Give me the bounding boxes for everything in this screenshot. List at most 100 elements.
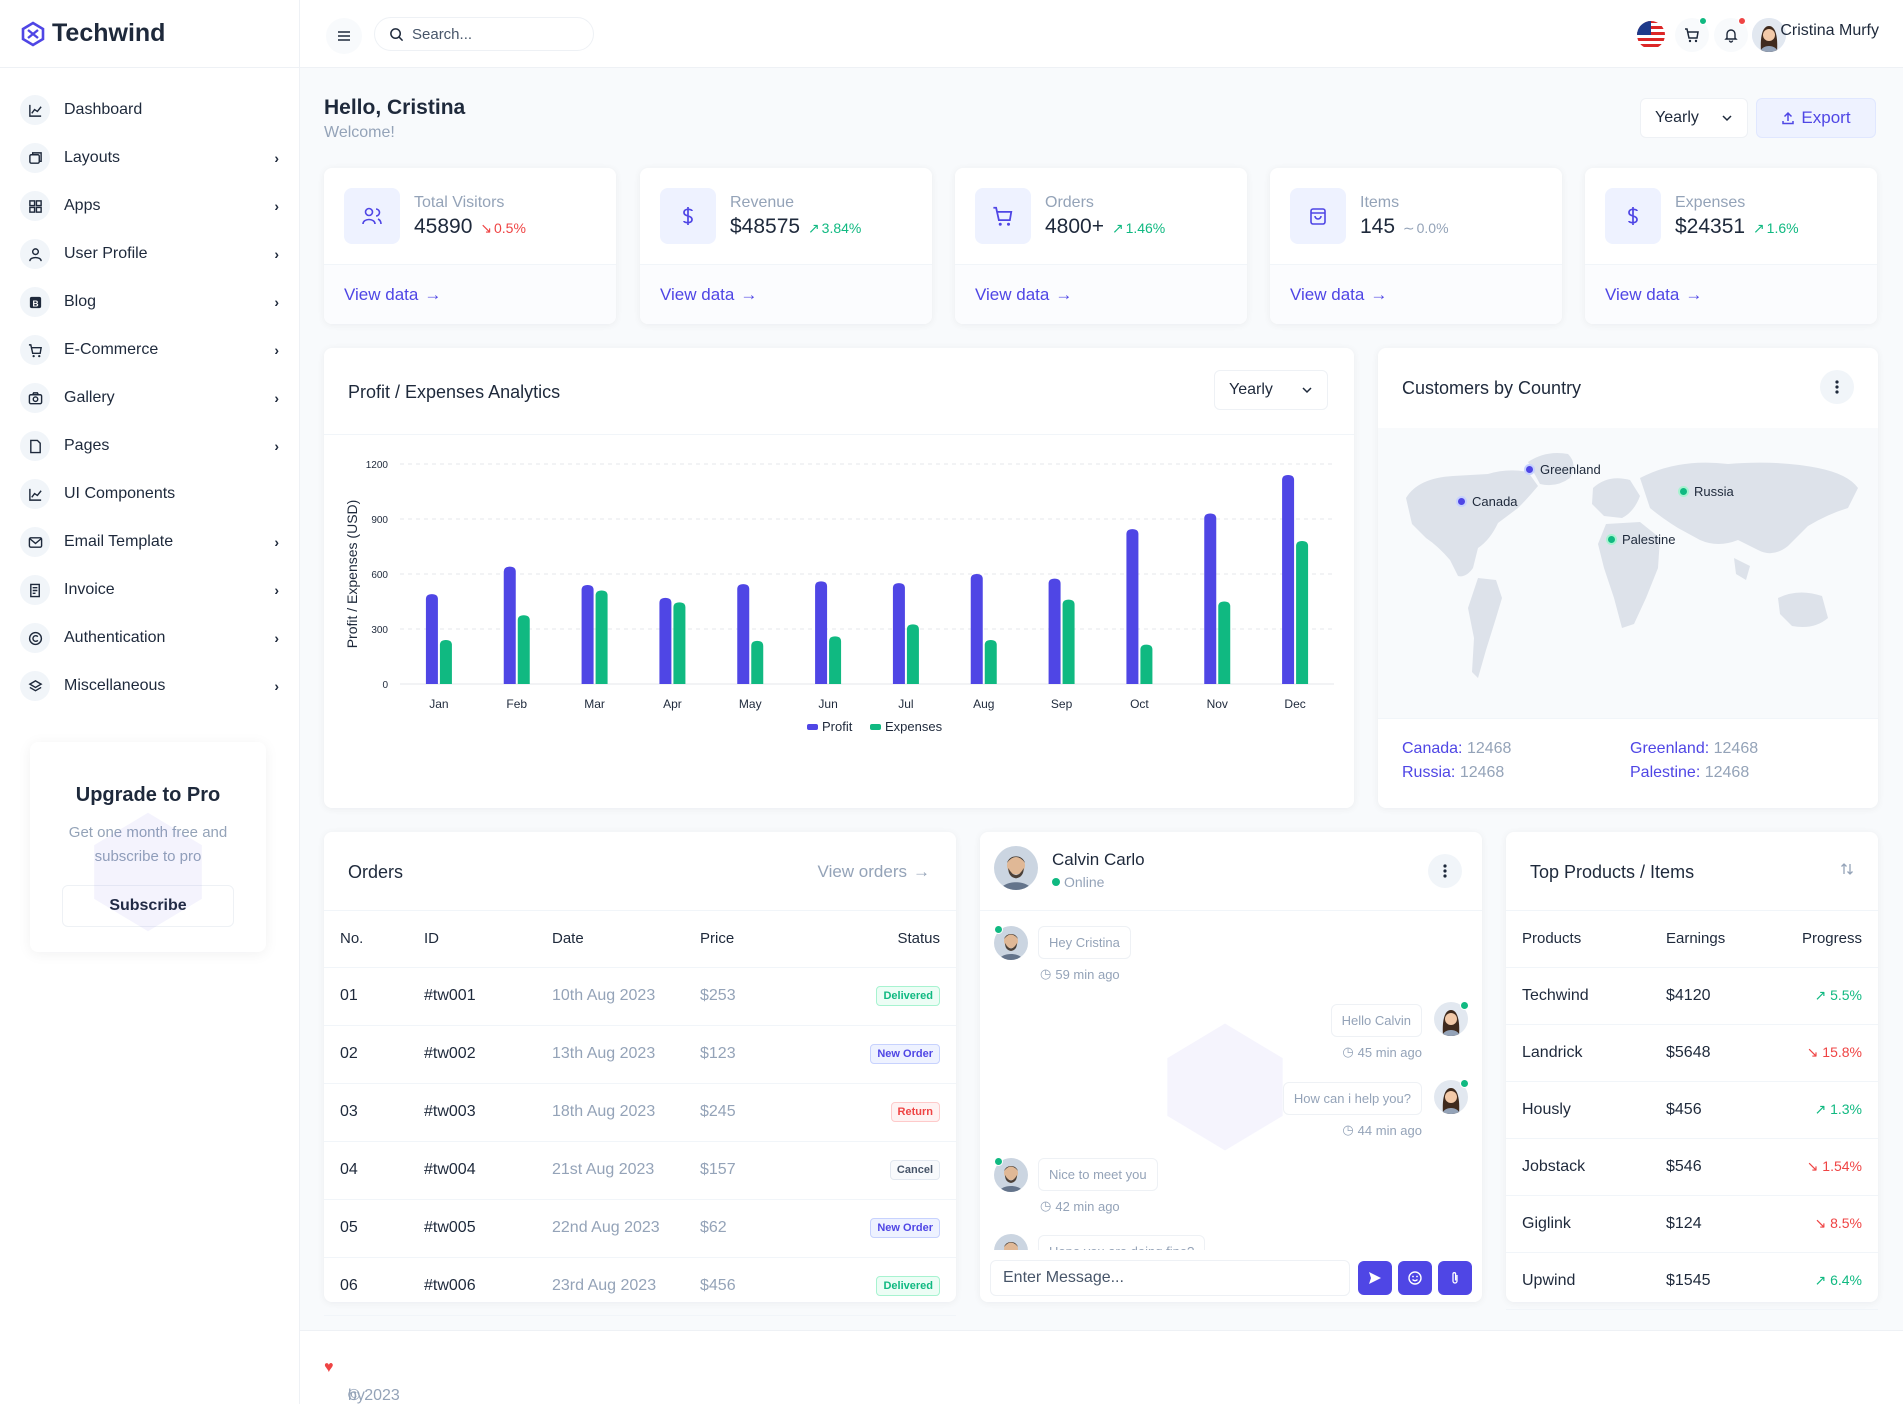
customers-title: Customers by Country bbox=[1402, 378, 1582, 398]
message-time-text: 44 min ago bbox=[1357, 1122, 1422, 1138]
table-row[interactable]: Giglink $124 ↘ 8.5% bbox=[1506, 1195, 1878, 1253]
view-data-link[interactable]: View data → bbox=[324, 264, 616, 324]
table-row[interactable]: 01 #tw001 10th Aug 2023 $253 Delivered bbox=[324, 967, 956, 1026]
map-pin-russia[interactable]: Russia bbox=[1678, 484, 1734, 499]
avatar[interactable] bbox=[1752, 18, 1786, 52]
mail-icon bbox=[20, 527, 50, 557]
orders-card: Orders View orders → No. ID Date Price St… bbox=[324, 832, 956, 1316]
online-dot bbox=[994, 1157, 1003, 1166]
map-pin-palestine[interactable]: Palestine bbox=[1606, 532, 1675, 547]
cart-button[interactable] bbox=[1675, 17, 1709, 52]
sort-arrows-icon bbox=[1840, 862, 1854, 876]
period-select-value: Yearly bbox=[1229, 381, 1273, 398]
view-data-link[interactable]: View data → bbox=[1270, 264, 1562, 324]
period-select[interactable]: Yearly bbox=[1640, 98, 1748, 138]
map-pin-greenland[interactable]: Greenland bbox=[1524, 462, 1601, 477]
notifications-button[interactable] bbox=[1714, 17, 1748, 52]
table-row[interactable]: 05 #tw005 22nd Aug 2023 $62 New Order bbox=[324, 1199, 956, 1258]
customers-card: Customers by Country Greenland Canada Ru… bbox=[1378, 348, 1878, 808]
attach-button[interactable] bbox=[1438, 1261, 1472, 1295]
table-row[interactable]: Techwind $4120 ↗ 5.5% bbox=[1506, 967, 1878, 1025]
view-data-link[interactable]: View data → bbox=[955, 264, 1247, 324]
sidebar-item-dashboard[interactable]: Dashboard bbox=[0, 86, 299, 134]
orders-table: No. ID Date Price Status 01 #tw001 10th Au… bbox=[324, 911, 956, 1316]
subscribe-button[interactable]: Subscribe bbox=[62, 885, 234, 927]
bar-expenses bbox=[751, 640, 764, 684]
analytics-period-select[interactable]: Yearly bbox=[1214, 370, 1328, 410]
arrow-right-icon: → bbox=[740, 284, 758, 304]
stat-change: 3.84% bbox=[821, 219, 862, 236]
send-button[interactable] bbox=[1358, 1261, 1392, 1295]
emoji-button[interactable] bbox=[1398, 1261, 1432, 1295]
table-row[interactable]: Upwind $1545 ↗ 6.4% bbox=[1506, 1252, 1878, 1310]
country-value: 12468 bbox=[1704, 764, 1750, 781]
sidebar-item-layouts[interactable]: Layouts › bbox=[0, 134, 299, 182]
user-icon bbox=[20, 239, 50, 269]
product-earnings: $546 bbox=[1666, 1138, 1776, 1196]
stat-change: 0.5% bbox=[493, 219, 526, 236]
chevron-right-icon: › bbox=[274, 630, 279, 646]
language-flag-button[interactable] bbox=[1634, 18, 1668, 52]
sidebar-item-gallery[interactable]: Gallery › bbox=[0, 374, 299, 422]
export-button[interactable]: Export bbox=[1756, 98, 1876, 138]
table-row[interactable]: Landrick $5648 ↘ 15.8% bbox=[1506, 1024, 1878, 1082]
table-row[interactable]: Hously $456 ↗ 1.3% bbox=[1506, 1081, 1878, 1139]
user-name[interactable]: Cristina Murfy bbox=[1780, 22, 1879, 39]
stat-card-expenses: Expenses $24351 ↗ 1.6% View data → bbox=[1585, 168, 1877, 324]
order-no: 03 bbox=[324, 1083, 424, 1142]
export-label: Export bbox=[1801, 108, 1851, 127]
table-row[interactable]: Jobstack $546 ↘ 1.54% bbox=[1506, 1138, 1878, 1196]
table-row[interactable]: 04 #tw004 21st Aug 2023 $157 Cancel bbox=[324, 1141, 956, 1200]
search-input[interactable] bbox=[412, 25, 572, 43]
sort-button[interactable] bbox=[1840, 862, 1854, 876]
sidebar-item-authentication[interactable]: Authentication › bbox=[0, 614, 299, 662]
users-icon bbox=[344, 188, 400, 244]
footer-credit[interactable]: by Shreethemes. bbox=[348, 1387, 365, 1404]
message-time: ◷ 44 min ago bbox=[1342, 1122, 1422, 1138]
bar-profit bbox=[425, 594, 438, 684]
message-input[interactable] bbox=[990, 1260, 1350, 1296]
product-progress: 6.4% bbox=[1830, 1272, 1862, 1288]
chat-options-button[interactable] bbox=[1428, 854, 1462, 888]
sidebar-item-apps[interactable]: Apps › bbox=[0, 182, 299, 230]
sidebar-item-blog[interactable]: B Blog › bbox=[0, 278, 299, 326]
sidebar-item-user-profile[interactable]: User Profile › bbox=[0, 230, 299, 278]
x-tick-label: Jun bbox=[818, 697, 837, 711]
country-name: Canada: bbox=[1402, 740, 1463, 757]
menu-toggle-button[interactable] bbox=[326, 18, 362, 54]
brand-logo[interactable]: Techwind bbox=[0, 0, 299, 68]
bar-expenses bbox=[1218, 601, 1231, 684]
chevron-right-icon: › bbox=[274, 438, 279, 454]
x-tick-label: Dec bbox=[1284, 697, 1305, 711]
invoice-icon bbox=[20, 575, 50, 605]
bar-expenses bbox=[829, 636, 842, 684]
sidebar-item-miscellaneous[interactable]: Miscellaneous › bbox=[0, 662, 299, 710]
pin-label: Russia bbox=[1694, 484, 1734, 499]
view-data-link[interactable]: View data → bbox=[1585, 264, 1877, 324]
us-flag-icon bbox=[1636, 20, 1666, 50]
trend-down-icon: ↘ bbox=[480, 219, 492, 236]
table-row[interactable]: 02 #tw002 13th Aug 2023 $123 New Order bbox=[324, 1025, 956, 1084]
sidebar-item-pages[interactable]: Pages › bbox=[0, 422, 299, 470]
online-dot bbox=[1052, 878, 1060, 886]
sidebar-item-email-template[interactable]: Email Template › bbox=[0, 518, 299, 566]
divider bbox=[1506, 910, 1878, 911]
view-data-link[interactable]: View data → bbox=[640, 264, 932, 324]
table-row[interactable]: 06 #tw006 23rd Aug 2023 $456 Delivered bbox=[324, 1257, 956, 1316]
chevron-right-icon: › bbox=[274, 246, 279, 262]
sidebar-item-ui-components[interactable]: UI Components bbox=[0, 470, 299, 518]
stat-label: Items bbox=[1360, 193, 1400, 211]
column-header: Products bbox=[1506, 911, 1666, 968]
more-options-button[interactable] bbox=[1820, 370, 1854, 404]
sidebar-item-label: Apps bbox=[64, 197, 101, 214]
stat-value: $24351 bbox=[1675, 214, 1746, 238]
sidebar-item-invoice[interactable]: Invoice › bbox=[0, 566, 299, 614]
stat-change: 0.0% bbox=[1416, 219, 1449, 236]
stat-value: $48575 bbox=[730, 214, 801, 238]
map-pin-canada[interactable]: Canada bbox=[1456, 494, 1518, 509]
view-orders-link[interactable]: View orders → bbox=[818, 862, 930, 882]
stat-value: 4800+ bbox=[1045, 214, 1104, 238]
bar-profit bbox=[581, 585, 594, 684]
table-row[interactable]: 03 #tw003 18th Aug 2023 $245 Return bbox=[324, 1083, 956, 1142]
sidebar-item-ecommerce[interactable]: E-Commerce › bbox=[0, 326, 299, 374]
